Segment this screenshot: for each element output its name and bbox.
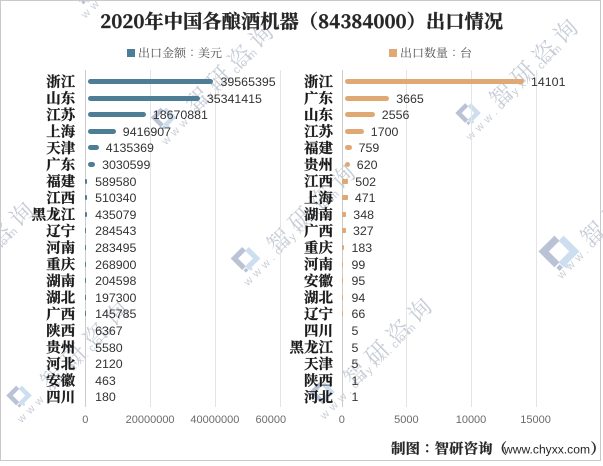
svg-text:www.chyxx.com: www.chyxx.com	[503, 442, 590, 456]
